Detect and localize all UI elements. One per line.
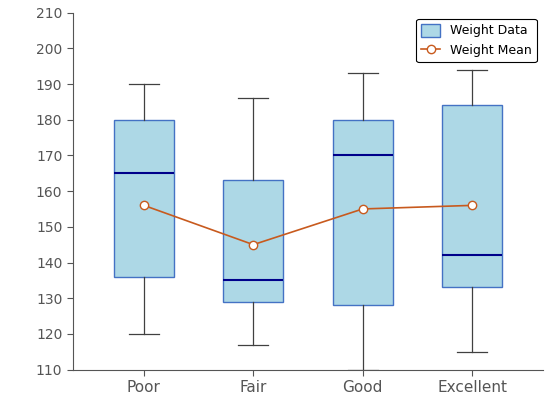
PathPatch shape [114, 120, 174, 277]
PathPatch shape [333, 120, 393, 305]
PathPatch shape [442, 105, 502, 287]
PathPatch shape [223, 180, 283, 302]
Legend: Weight Data, Weight Mean: Weight Data, Weight Mean [417, 19, 537, 62]
